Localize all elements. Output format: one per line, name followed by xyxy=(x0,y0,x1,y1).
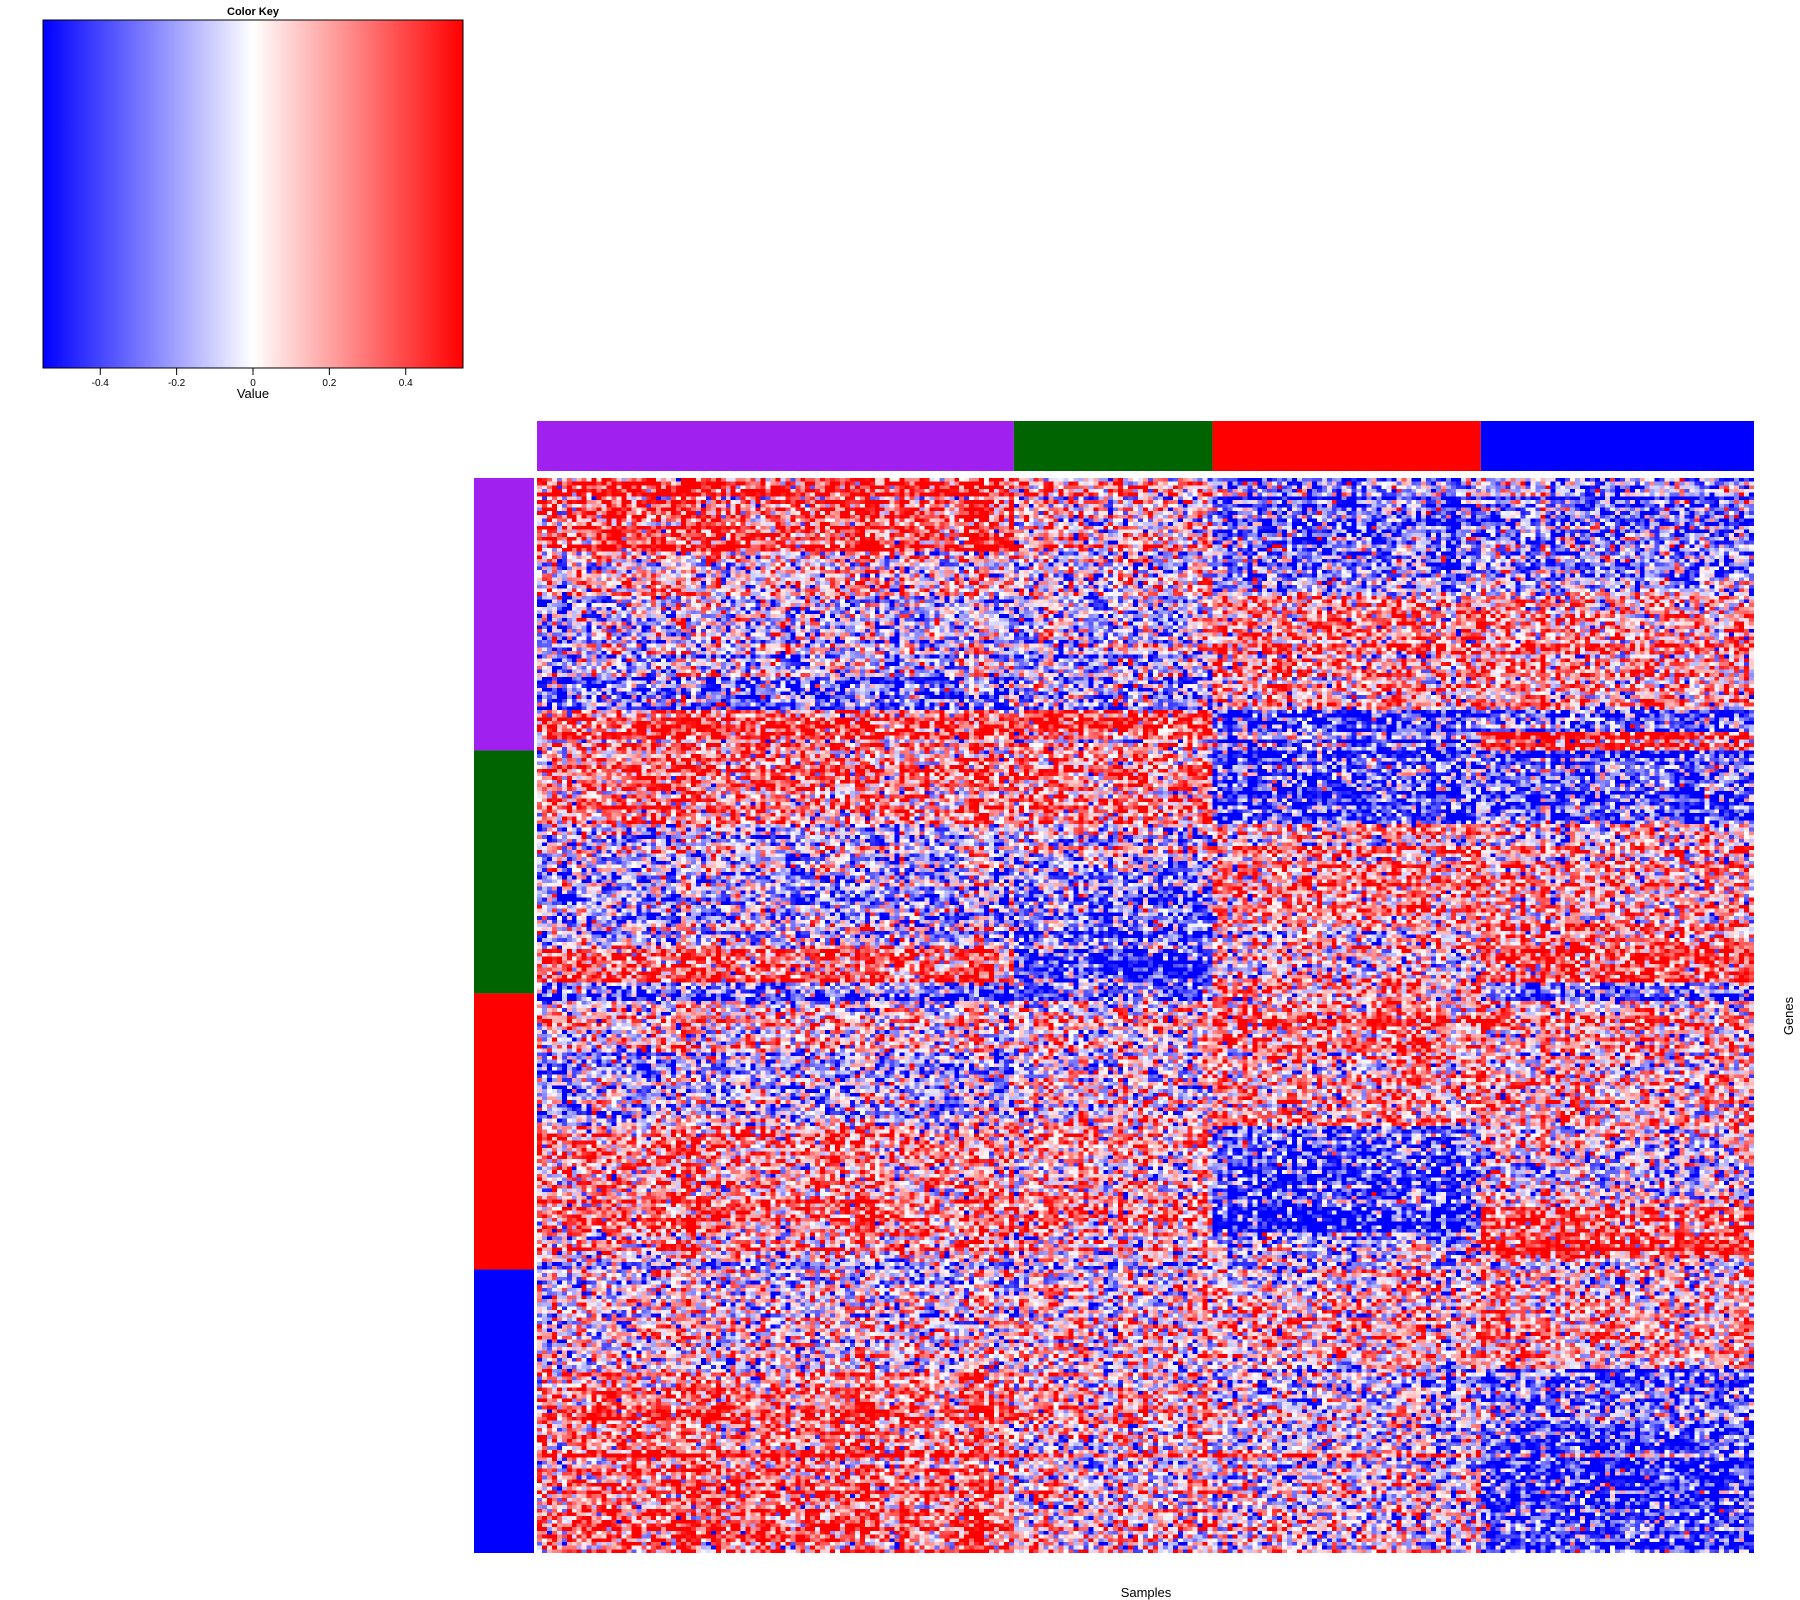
x-axis-label: Samples xyxy=(1121,1585,1172,1600)
color-key-ticks: -0.4 -0.2 0 0.2 0.4 xyxy=(92,368,413,389)
color-key-tick-label: -0.4 xyxy=(92,378,110,389)
color-key-gradient xyxy=(42,19,464,369)
heatmap-cells xyxy=(537,478,1754,1553)
color-key-tick-label: 0.2 xyxy=(322,378,336,389)
row-group-bar xyxy=(474,478,534,751)
color-key-tick-label: 0.4 xyxy=(399,378,413,389)
y-axis-label: Genes xyxy=(1781,996,1796,1035)
column-group-bar xyxy=(537,421,1014,471)
color-key-tick-label: 0 xyxy=(250,378,256,389)
color-key-title: Color Key xyxy=(227,6,280,18)
color-key-xlabel: Value xyxy=(237,386,269,401)
row-group-bar xyxy=(474,1269,534,1553)
column-group-bar xyxy=(1212,421,1481,471)
color-key-tick-label: -0.2 xyxy=(168,378,186,389)
column-side-colors xyxy=(537,421,1754,471)
column-group-bar xyxy=(1480,421,1754,471)
column-group-bar xyxy=(1013,421,1213,471)
row-group-bar xyxy=(474,750,534,994)
row-group-bar xyxy=(474,993,534,1270)
row-side-colors xyxy=(474,478,534,1553)
